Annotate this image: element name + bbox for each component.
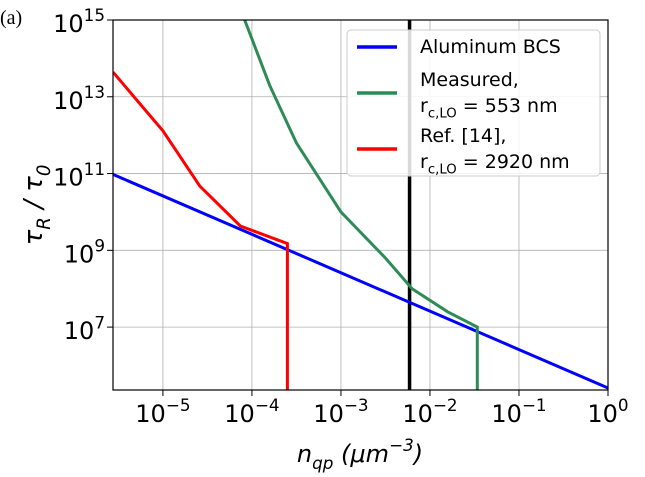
data-line	[243, 20, 479, 390]
ticks: 10−5 10−4 10−3 10−2 10−1 100 107 109 1011 1013 101…	[53, 5, 629, 428]
x-axis-label: nqp (μm−3)	[297, 435, 423, 473]
x-tick-label: 10−5	[135, 395, 190, 428]
legend-label: Aluminum BCS	[420, 36, 561, 58]
y-tick-label: 1011	[53, 159, 105, 192]
legend: Aluminum BCS Measured, rc,LO = 553 nmRef. …	[346, 29, 601, 178]
y-tick-label: 107	[64, 312, 105, 345]
x-tick-label: 10−3	[313, 395, 368, 428]
y-axis-label: τR / τ0	[19, 165, 55, 246]
data-line	[113, 173, 608, 390]
x-tick-label: 10−1	[491, 395, 546, 428]
x-tick-label: 10−4	[224, 395, 279, 428]
legend-box	[346, 29, 601, 177]
y-tick-label: 109	[64, 236, 105, 269]
legend-label: Ref. [14], rc,LO = 2920 nm	[420, 125, 570, 178]
panel-label: (a)	[0, 7, 22, 29]
y-tick-label: 1013	[53, 82, 105, 115]
legend-label: Measured, rc,LO = 553 nm	[420, 69, 558, 122]
y-tick-label: 1015	[53, 5, 105, 38]
x-tick-label: 100	[587, 395, 628, 428]
x-tick-label: 10−2	[402, 395, 457, 428]
axes-frame	[112, 19, 609, 391]
data-line	[113, 71, 289, 390]
